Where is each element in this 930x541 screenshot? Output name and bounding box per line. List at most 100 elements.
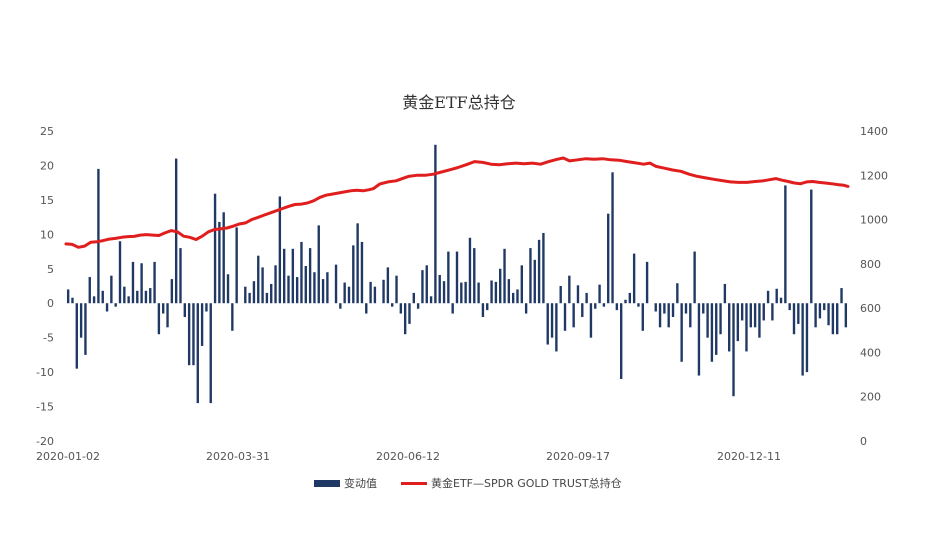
bar [408, 303, 411, 324]
bar [762, 303, 765, 321]
bar [602, 303, 606, 307]
right-axis-ticks: 1400 1200 1000 800 600 400 200 0 [860, 125, 888, 448]
bar [442, 281, 446, 304]
bar [844, 303, 848, 328]
bar [658, 303, 662, 328]
bar [66, 289, 70, 304]
bar [615, 303, 619, 311]
legend: 变动值 黄金ETF—SPDR GOLD TRUST总持仓 [314, 476, 622, 490]
bar [697, 303, 701, 376]
bar [460, 282, 463, 304]
bar [79, 303, 83, 338]
bar [326, 272, 329, 304]
bar [131, 261, 135, 304]
bar [581, 303, 584, 317]
bar [667, 303, 670, 328]
bar [209, 303, 212, 404]
left-tick-label: 0 [47, 297, 54, 310]
left-tick-label: 25 [40, 125, 54, 138]
bar [425, 265, 428, 304]
bar [542, 232, 545, 304]
bar [464, 281, 467, 304]
bar [343, 282, 346, 304]
bar [732, 303, 735, 397]
bar [88, 277, 91, 304]
bar [399, 303, 403, 314]
bar [818, 303, 822, 319]
bar [300, 241, 303, 304]
bar [823, 303, 826, 311]
left-tick-label: -10 [36, 366, 54, 379]
bar [702, 303, 705, 314]
bar [187, 303, 191, 366]
bar [533, 259, 536, 304]
bar [481, 303, 485, 317]
bar [226, 274, 230, 304]
left-tick-label: -20 [36, 435, 54, 448]
bar [524, 303, 528, 314]
bar [758, 303, 761, 338]
bar [282, 248, 286, 304]
right-tick-label: 600 [860, 302, 881, 315]
left-tick-label: 10 [40, 228, 54, 241]
bar [447, 251, 450, 304]
legend-bar-swatch [314, 480, 340, 487]
bar [671, 303, 675, 317]
bar [676, 283, 679, 304]
bar [831, 303, 835, 335]
bar [213, 193, 217, 304]
bar [771, 303, 774, 321]
bar [559, 286, 562, 304]
bar [352, 245, 355, 304]
bar [792, 303, 796, 335]
bar [779, 297, 783, 304]
bar [836, 303, 839, 335]
x-axis-ticks: 2020-01-02 2020-03-31 2020-06-12 2020-09-17… [36, 450, 781, 463]
bar [162, 303, 165, 314]
bar [308, 248, 312, 304]
chart-title: 黄金ETF总持仓 [402, 93, 515, 112]
bar [477, 282, 480, 304]
bar [192, 303, 195, 366]
bar [589, 303, 593, 338]
bar [689, 303, 692, 328]
bar [252, 281, 256, 304]
bar [321, 279, 325, 304]
bar [179, 248, 182, 304]
bar [71, 297, 74, 304]
bar [507, 279, 511, 304]
bar [607, 213, 610, 304]
bar [568, 275, 571, 304]
bar [520, 265, 523, 304]
bar [775, 288, 778, 304]
bar [715, 303, 718, 355]
bar [200, 303, 204, 346]
bar [235, 227, 238, 304]
bar-series [66, 144, 848, 404]
bar [529, 248, 532, 304]
bar [265, 292, 269, 304]
bar [304, 266, 307, 304]
bar [663, 303, 666, 314]
bar [136, 290, 139, 304]
x-tick-label: 2020-09-17 [546, 450, 610, 463]
bar [598, 284, 601, 304]
bar [723, 283, 727, 304]
bar [244, 286, 247, 304]
right-tick-label: 1400 [860, 125, 888, 138]
bar [814, 303, 817, 328]
bar [403, 303, 407, 335]
bar [451, 303, 454, 314]
bar [680, 303, 683, 362]
bar [486, 303, 489, 311]
bar [555, 303, 558, 352]
bar [105, 303, 109, 312]
bar [231, 303, 234, 331]
right-tick-label: 1000 [860, 214, 888, 227]
bar [278, 196, 282, 304]
bar [719, 303, 722, 335]
bar [641, 303, 644, 331]
bar [628, 292, 632, 304]
bar [270, 283, 273, 304]
